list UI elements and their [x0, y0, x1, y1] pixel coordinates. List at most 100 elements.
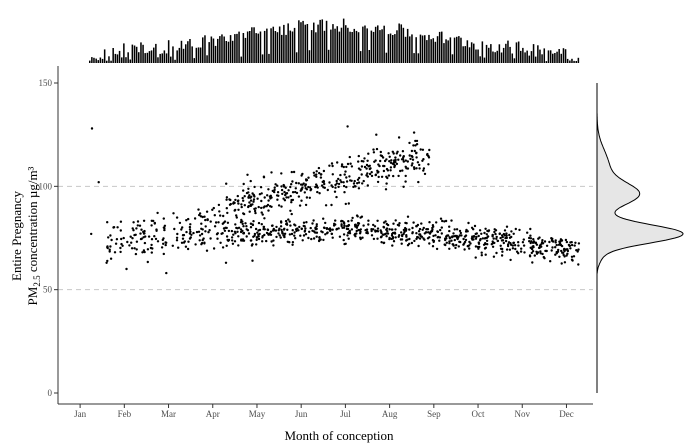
data-point [189, 223, 192, 226]
histogram-bar [338, 31, 341, 63]
data-point [298, 225, 301, 229]
data-point [281, 192, 284, 196]
data-point [520, 247, 523, 250]
data-point [339, 179, 342, 182]
data-point [513, 244, 517, 247]
data-point [370, 171, 373, 174]
data-point [322, 179, 325, 183]
data-point [452, 232, 455, 235]
data-point [388, 155, 391, 158]
histogram-bar [317, 24, 319, 64]
data-point [441, 219, 444, 223]
data-point [531, 250, 535, 253]
data-point [505, 232, 508, 235]
data-point [288, 233, 292, 236]
data-point [284, 186, 287, 189]
data-point [440, 226, 443, 229]
data-point [317, 166, 321, 170]
data-point [204, 225, 207, 228]
data-point [372, 228, 375, 231]
histogram-bar [543, 48, 546, 63]
data-point [323, 182, 326, 186]
data-point [311, 222, 314, 225]
data-point [346, 125, 349, 128]
data-point [116, 226, 119, 229]
data-point [495, 251, 498, 255]
data-point [270, 171, 273, 174]
data-point [251, 223, 254, 226]
data-point [106, 221, 109, 224]
data-point [345, 185, 348, 189]
data-point [444, 243, 447, 247]
data-point [554, 239, 557, 242]
data-point [502, 241, 505, 245]
data-point [235, 214, 238, 217]
data-point [474, 256, 477, 259]
data-point [577, 242, 581, 245]
data-point [573, 244, 576, 247]
data-point [325, 232, 329, 235]
data-point [177, 246, 180, 249]
histogram-bar [93, 57, 95, 63]
histogram-bar [133, 45, 136, 63]
histogram-bar [178, 47, 181, 63]
data-point [276, 198, 279, 201]
data-point [539, 243, 542, 246]
data-point [577, 248, 580, 251]
data-point [208, 229, 211, 232]
histogram-bar [259, 31, 262, 63]
data-point [226, 221, 230, 224]
data-point [368, 172, 372, 176]
data-point [415, 232, 418, 235]
data-point [569, 241, 572, 244]
data-point [330, 184, 333, 187]
data-point [452, 244, 455, 247]
data-point [331, 164, 334, 168]
data-point [149, 246, 153, 250]
data-point [401, 150, 405, 153]
histogram-bar [432, 38, 435, 63]
histogram-bar [291, 31, 294, 63]
histogram-bar [251, 27, 253, 63]
histogram-bar [255, 33, 257, 63]
data-point [249, 179, 252, 183]
histogram-bar [364, 25, 366, 63]
data-point [256, 231, 259, 234]
data-point [274, 183, 277, 186]
histogram-bar [539, 49, 541, 63]
histogram-bar [127, 52, 129, 63]
histogram-bar [287, 23, 289, 63]
data-point [122, 236, 125, 240]
data-point [494, 232, 497, 236]
data-point [455, 228, 459, 231]
histogram-bar [475, 49, 477, 63]
histogram-bar [537, 45, 539, 63]
data-point [228, 198, 231, 201]
data-point [219, 241, 222, 244]
data-point [132, 229, 135, 232]
data-point [550, 249, 553, 252]
data-point [270, 205, 273, 208]
data-point [366, 184, 369, 187]
histogram-bar [564, 49, 567, 63]
data-point [389, 166, 393, 169]
data-point [383, 164, 386, 168]
data-point [300, 187, 303, 191]
data-point [465, 228, 468, 232]
histogram-bar [571, 58, 573, 63]
data-point [270, 240, 273, 243]
data-point [269, 230, 273, 233]
data-point [340, 180, 343, 184]
data-point [352, 182, 356, 185]
data-point [542, 255, 545, 259]
data-point [253, 185, 256, 189]
data-point [415, 167, 418, 170]
data-point [209, 237, 212, 240]
histogram-bar [138, 52, 140, 63]
data-point [512, 241, 516, 244]
data-point [408, 228, 411, 231]
data-point [410, 241, 414, 245]
x-tick-label: Jan [74, 409, 86, 419]
histogram-bar [204, 35, 206, 63]
data-point [260, 206, 263, 210]
